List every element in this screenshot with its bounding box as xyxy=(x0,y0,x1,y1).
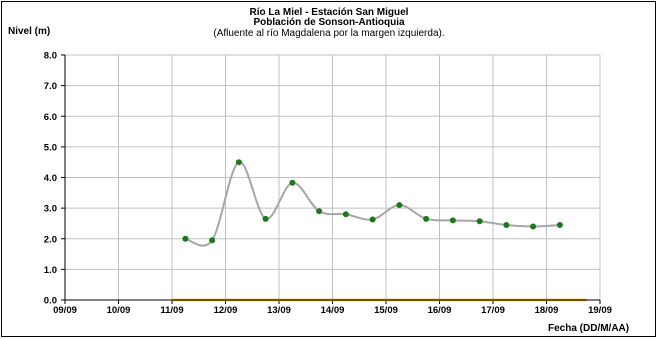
x-tick-label: 15/09 xyxy=(374,305,398,316)
data-point xyxy=(369,216,376,223)
chart-title: Río La Miel - Estación San Miguel xyxy=(249,7,409,18)
x-axis-label: Fecha (DD/M/AA) xyxy=(548,323,630,334)
x-tick-label: 14/09 xyxy=(321,305,345,316)
x-tick-label: 11/09 xyxy=(160,305,183,316)
data-point xyxy=(423,215,430,222)
y-tick-label: 2.0 xyxy=(44,234,57,245)
y-tick-label: 5.0 xyxy=(44,142,57,153)
y-tick-label: 6.0 xyxy=(44,112,57,123)
y-axis-label: Nivel (m) xyxy=(8,26,51,37)
data-point xyxy=(476,218,483,225)
data-point xyxy=(235,159,242,166)
x-tick-label: 09/09 xyxy=(53,305,77,316)
x-tick-label: 16/09 xyxy=(428,305,452,316)
chart-note: (Afluente al río Magdalena por la margen… xyxy=(213,28,445,39)
data-point xyxy=(316,208,323,215)
data-point xyxy=(449,217,456,224)
x-tick-label: 13/09 xyxy=(267,305,291,316)
x-tick-label: 17/09 xyxy=(481,305,505,316)
x-tick-label: 18/09 xyxy=(535,305,559,316)
data-point xyxy=(556,221,563,228)
data-point xyxy=(209,237,216,244)
x-tick-label: 19/09 xyxy=(588,305,612,316)
y-tick-label: 8.0 xyxy=(44,51,57,62)
data-point xyxy=(503,221,510,228)
y-tick-label: 1.0 xyxy=(44,265,57,276)
y-tick-label: 3.0 xyxy=(44,204,57,215)
y-tick-label: 4.0 xyxy=(44,173,57,184)
data-point xyxy=(182,235,189,242)
x-tick-label: 12/09 xyxy=(214,305,238,316)
x-tick-label: 10/09 xyxy=(107,305,131,316)
chart-subtitle: Población de Sonson-Antioquia xyxy=(253,17,405,28)
data-point xyxy=(262,215,269,222)
data-point xyxy=(396,202,403,209)
data-point xyxy=(342,211,349,218)
data-point xyxy=(530,223,537,230)
y-tick-label: 7.0 xyxy=(44,81,57,92)
data-point xyxy=(289,179,296,186)
y-tick-label: 0.0 xyxy=(44,296,57,307)
